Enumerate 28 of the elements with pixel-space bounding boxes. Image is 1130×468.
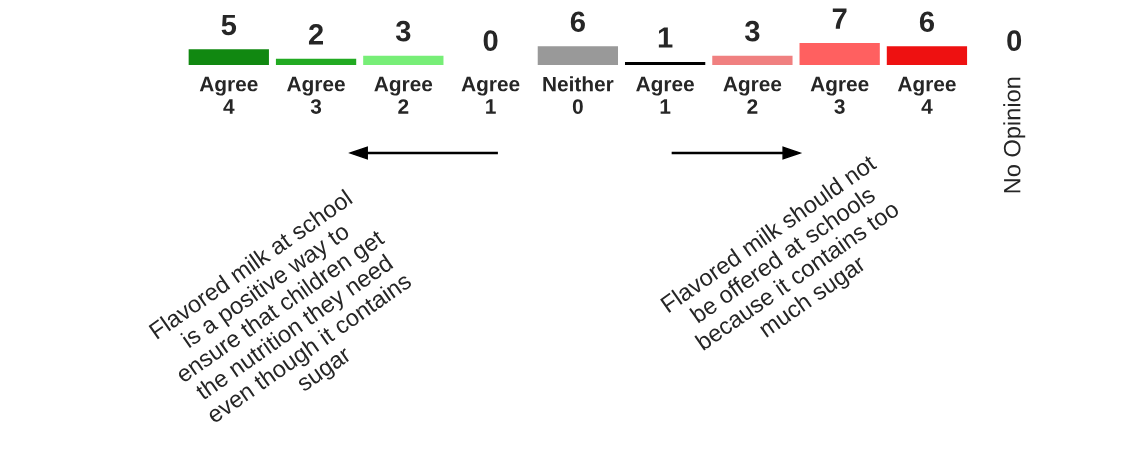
data-label: 7 xyxy=(832,8,847,29)
bar xyxy=(799,43,880,66)
bar xyxy=(188,49,269,66)
data-label: 5 xyxy=(221,14,237,36)
data-label: 6 xyxy=(570,11,585,33)
x-tick-label: Agree 4 xyxy=(897,76,956,114)
data-label: 3 xyxy=(744,20,760,42)
bar xyxy=(712,55,793,66)
x-tick-label: No Opinion xyxy=(1003,77,1026,193)
x-tick-label: Agree 4 xyxy=(199,76,258,114)
x-tick-label: Agree 3 xyxy=(287,76,345,114)
x-tick-label: Agree 3 xyxy=(810,76,869,114)
bar xyxy=(624,61,706,66)
bar xyxy=(886,46,968,66)
data-label: 1 xyxy=(658,27,673,48)
data-label: 0 xyxy=(483,30,498,51)
x-tick-label: Agree 1 xyxy=(636,76,694,114)
bar xyxy=(537,46,619,66)
x-tick-label: Neither 0 xyxy=(543,76,614,114)
data-label: 2 xyxy=(308,24,324,45)
x-tick-label: Agree 2 xyxy=(723,76,782,114)
x-tick-label: Agree 1 xyxy=(461,76,520,114)
data-label: 3 xyxy=(395,20,411,42)
bar xyxy=(363,55,444,66)
data-label: 6 xyxy=(919,11,934,33)
bar xyxy=(275,58,357,66)
x-tick-label: Agree 2 xyxy=(374,76,433,114)
data-label: 0 xyxy=(1007,30,1022,51)
